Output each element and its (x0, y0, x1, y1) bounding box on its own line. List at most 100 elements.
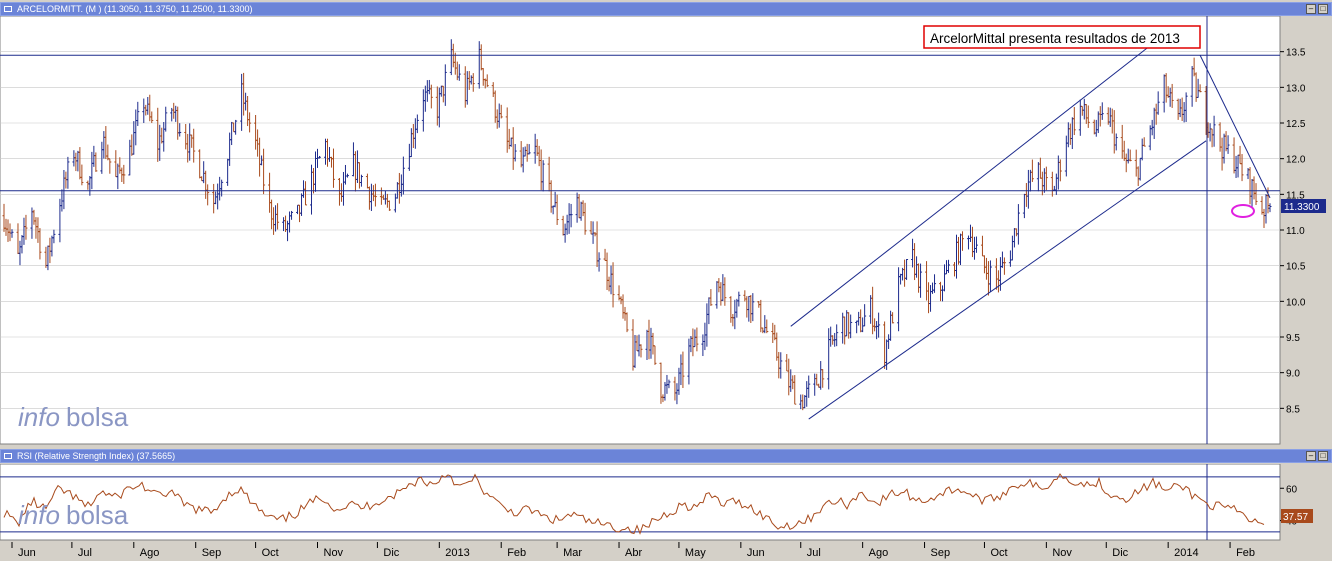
date-tick-label: 2014 (1174, 547, 1198, 559)
date-tick-label: May (685, 547, 706, 559)
date-tick-label: Oct (262, 547, 279, 559)
ohlc-bar (192, 128, 196, 163)
ohlc-bar (1212, 115, 1216, 147)
ohlc-bar (1266, 187, 1270, 214)
rsi-chart[interactable]: 4060 37.57 info bolsa (0, 464, 1332, 542)
ohlc-bar (653, 345, 657, 365)
ohlc-bar (695, 327, 699, 352)
ohlc-bar (905, 258, 909, 280)
ohlc-bar (1226, 135, 1230, 154)
ohlc-bar (988, 260, 992, 292)
rsi-last-box (1281, 509, 1313, 523)
rsi-last-label: 37.57 (1283, 512, 1308, 523)
price-tick-label: 12.0 (1286, 155, 1306, 166)
ohlc-bar (1184, 92, 1188, 122)
date-tick-label: Jul (78, 547, 92, 559)
ohlc-bar (150, 111, 154, 123)
ohlc-bar (10, 229, 14, 238)
ohlc-bar (24, 214, 28, 240)
trendline (808, 140, 1207, 420)
ohlc-bar (597, 252, 601, 272)
ohlc-bar (331, 148, 335, 188)
ohlc-bar (415, 114, 419, 134)
ohlc-bar (471, 73, 475, 92)
ohlc-bar (751, 293, 755, 322)
price-panel-titlebar[interactable]: ARCELORMITT. (M ) (11.3050, 11.3750, 11.… (0, 2, 1332, 16)
trendline (790, 40, 1157, 327)
ohlc-bar (178, 123, 182, 137)
date-tick-label: Jun (18, 547, 36, 559)
minimize-button[interactable]: – (1306, 4, 1316, 14)
ohlc-bar (583, 202, 587, 235)
price-y-axis: 8.5 9.0 9.5 10.0 10.5 11.0 11.5 12.0 12.5 13.0 13.… (1280, 48, 1306, 415)
ohlc-bar (373, 183, 377, 207)
maximize-button[interactable]: □ (1318, 451, 1328, 461)
date-tick-label: Mar (563, 547, 582, 559)
ohlc-bar (1086, 105, 1090, 128)
date-tick-label: Ago (869, 547, 889, 559)
ohlc-bar (122, 164, 126, 184)
date-tick-label: Oct (990, 547, 1007, 559)
ohlc-bar (304, 181, 308, 206)
ohlc-bar (667, 379, 671, 389)
ohlc-bar (206, 184, 210, 206)
ohlc-bar (737, 291, 741, 307)
rsi-line (3, 473, 1265, 535)
ohlc-bar (933, 274, 937, 293)
ohlc-bar (1100, 102, 1104, 120)
ohlc-bar (611, 262, 615, 308)
price-panel-title: ARCELORMITT. (M ) (11.3050, 11.3750, 11.… (17, 4, 253, 14)
date-tick-label: Dic (383, 547, 399, 559)
date-tick-label: Sep (202, 547, 222, 559)
ohlc-bar (1142, 137, 1146, 147)
date-tick-label: Abr (625, 547, 642, 559)
maximize-button[interactable]: □ (1318, 4, 1328, 14)
ohlc-bar (527, 144, 531, 155)
ohlc-bar (1058, 159, 1062, 182)
price-chart[interactable]: 8.5 9.0 9.5 10.0 10.5 11.0 11.5 12.0 12.5 13.0 13.… (0, 16, 1332, 446)
rsi-panel-titlebar[interactable]: RSI (Relative Strength Index) (37.5665) … (0, 449, 1332, 463)
ohlc-bar (555, 194, 559, 225)
date-tick-label: Jun (747, 547, 765, 559)
ohlc-bar (807, 375, 811, 398)
ohlc-bar (1254, 183, 1258, 205)
ohlc-bar (1030, 159, 1034, 182)
price-tick-label: 8.5 (1286, 404, 1300, 415)
ohlc-bar (723, 277, 727, 306)
ohlc-bar (1198, 84, 1202, 93)
ohlc-bar (1156, 91, 1160, 115)
ohlc-bar (513, 144, 517, 162)
last-price-label: 11.3300 (1284, 202, 1320, 213)
watermark-info: info (18, 402, 60, 432)
ohlc-bar (974, 236, 978, 253)
ohlc-bar (80, 164, 84, 186)
watermark-info: info (18, 500, 60, 530)
ohlc-bar (220, 179, 224, 197)
price-tick-label: 11.5 (1286, 190, 1305, 201)
ohlc-bar (359, 174, 363, 187)
ohlc-bar (276, 203, 280, 230)
price-trendlines (0, 40, 1280, 420)
date-tick-label: Jul (807, 547, 821, 559)
ohlc-bar (485, 74, 489, 87)
price-tick-label: 13.0 (1286, 83, 1306, 94)
ohlc-bar (793, 375, 797, 405)
ohlc-bar (443, 64, 447, 106)
price-tick-label: 9.5 (1286, 333, 1300, 344)
ohlc-bar (248, 112, 252, 133)
panel-icon (4, 6, 12, 12)
ohlc-bar (863, 304, 867, 327)
ohlc-bar (709, 289, 713, 306)
ohlc-bar (849, 314, 853, 339)
date-tick-label: Dic (1112, 547, 1128, 559)
ohlc-bar (541, 160, 545, 192)
price-grid (0, 51, 1280, 409)
ohlc-bar (919, 263, 923, 298)
ohlc-bar (429, 84, 433, 109)
ohlc-bar (38, 228, 42, 260)
date-tick-label: Feb (507, 547, 526, 559)
ohlc-bar (765, 319, 769, 334)
ohlc-bar (136, 101, 140, 126)
minimize-button[interactable]: – (1306, 451, 1316, 461)
ohlc-bar (499, 104, 503, 119)
